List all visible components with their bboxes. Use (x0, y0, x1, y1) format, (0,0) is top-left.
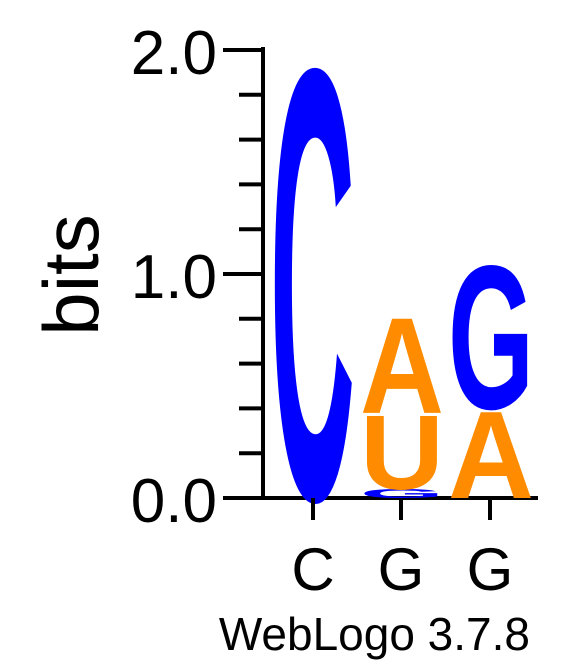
y-tick-label: 2.0 (131, 19, 217, 88)
logo-letter-u: U (360, 393, 444, 512)
weblogo-footer: WebLogo 3.7.8 (219, 608, 530, 660)
logo-letter-g: G (360, 487, 444, 501)
logo-letter-a: A (360, 289, 444, 442)
logo-letter-glyph: A (360, 289, 444, 442)
logo-letter-glyph: G (448, 223, 534, 452)
y-tick-label: 1.0 (131, 243, 217, 312)
x-tick-label: C (291, 536, 334, 603)
logo-letter-glyph: C (270, 0, 355, 629)
logo-letter-g: G (448, 223, 534, 452)
x-tick-label: G (467, 536, 514, 603)
logo-letter-glyph: U (360, 393, 444, 512)
logo-letter-c: C (270, 0, 355, 629)
y-axis-label: bits (27, 214, 115, 335)
logo-letter-glyph: G (360, 487, 444, 501)
y-axis-ticks: 0.0 1.0 2.0 (131, 19, 263, 536)
y-tick-label: 0.0 (131, 467, 217, 536)
x-tick-label: G (378, 536, 425, 603)
